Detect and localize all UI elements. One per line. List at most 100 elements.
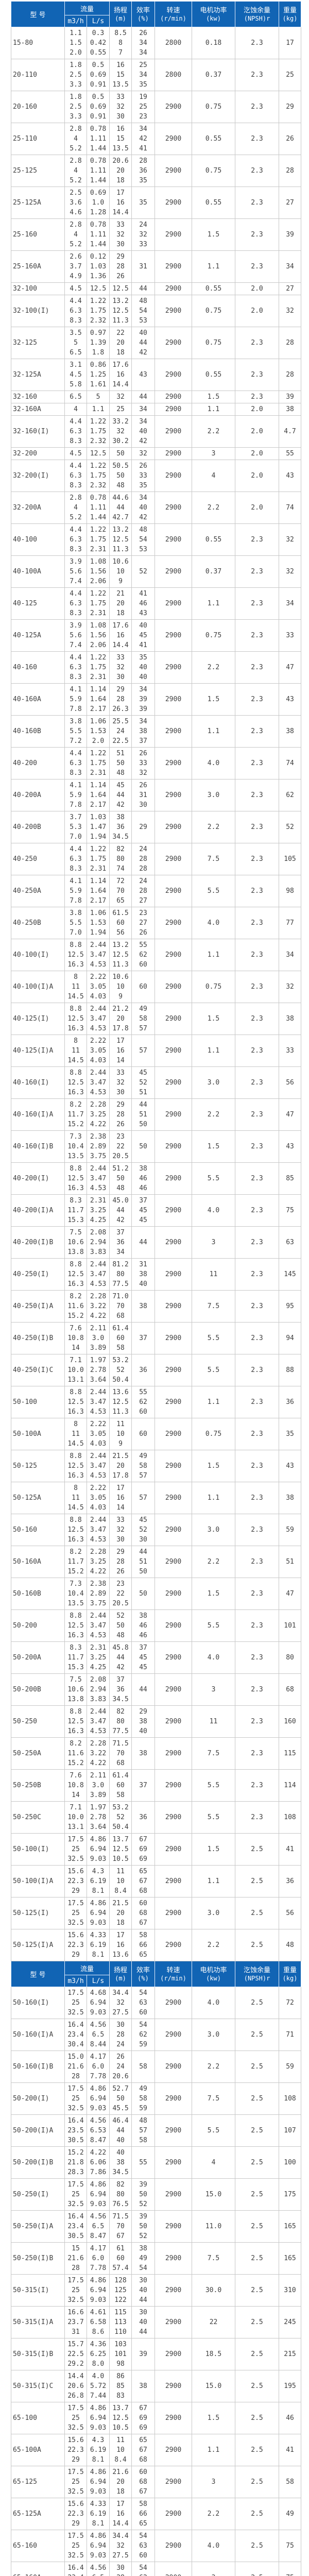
value-line: 57.4	[112, 2264, 129, 2272]
value-line: 48	[139, 2117, 147, 2125]
value-line: 3.89	[90, 1791, 107, 1799]
value-line: 33	[116, 221, 125, 229]
value-line: 20	[116, 1909, 125, 1917]
value-line: 5.8	[70, 381, 82, 388]
value-line	[132, 1822, 154, 1832]
cell-flow-m3h: 8.3 11.7 15.3	[64, 1194, 87, 1227]
value-line: 16	[116, 125, 125, 133]
value-line: 1.75	[90, 536, 107, 544]
cell-npsh: 2.3	[235, 327, 280, 359]
cell-model: 40-125(I)A	[11, 1035, 65, 1067]
cell-npsh: 2.5	[235, 2146, 280, 2179]
cell-speed: 2900	[154, 1354, 193, 1386]
cell-npsh: 2.5	[235, 2050, 280, 2083]
value-line: 86	[116, 2372, 125, 2380]
column-header-weight-label: 重量	[283, 1966, 297, 1974]
value-line: 13.7	[112, 2404, 129, 2412]
cell-power: 4.0	[192, 1194, 236, 1227]
value-line: 7.4	[70, 641, 82, 649]
value-line: 3.1	[70, 361, 82, 369]
value-line: 40	[139, 329, 147, 337]
value-line: 37	[116, 1229, 125, 1236]
cell-weight: 39	[279, 218, 302, 251]
value-line: 28	[139, 865, 147, 873]
cell-flow-ls: 4.86 6.94 9.03	[86, 2530, 110, 2562]
cell-power: 0.75	[192, 1418, 236, 1450]
cell-model: 32-125	[11, 327, 65, 359]
value-line: 4.22	[90, 1568, 107, 1575]
value-line: 17.6	[112, 622, 129, 630]
value-line: 6.5	[92, 2223, 105, 2230]
value-line: 16.3	[67, 1632, 84, 1639]
value-line: 32	[116, 103, 125, 111]
table-row: 50-200(I)B 15.2 21.8 28.3 4.22 6.06 7.86 40 3…	[11, 2146, 302, 2179]
value-line: 40	[116, 2149, 125, 2157]
value-line: 22.3	[67, 1941, 84, 1949]
value-line: 19	[139, 93, 147, 101]
column-header-speed-label: 转速	[166, 1966, 180, 1974]
cell-model: 40-125(I)	[11, 1003, 65, 1035]
value-line: 26	[116, 273, 125, 280]
cell-flow-m3h: 4.5	[64, 447, 87, 460]
cell-flow-ls: 1.14 1.64 2.17	[86, 779, 110, 811]
column-header-flow-ls: L/s	[86, 1975, 110, 1987]
cell-head: 72 70 65	[109, 875, 132, 907]
value-line: 58	[139, 1462, 147, 1470]
value-line: 32	[116, 231, 125, 239]
value-line: 37	[139, 737, 147, 745]
cell-head: 33.2 32 30.2	[109, 415, 132, 448]
cell-flow-ls: 1.22 1.75 2.31	[86, 651, 110, 684]
cell-model: 20-160	[11, 91, 65, 123]
value-line: 8.1	[92, 2520, 105, 2528]
value-line: 3.9	[70, 622, 82, 630]
value-line: 16.4	[67, 2564, 84, 2572]
cell-speed: 2900	[154, 1578, 193, 1610]
cell-flow-m3h: 17.5 25 32.5	[64, 2466, 87, 2498]
cell-efficiency: 26 33 35	[131, 460, 156, 492]
value-line: 33	[116, 93, 125, 101]
value-line: 34	[139, 49, 147, 57]
cell-model: 40-200A	[11, 779, 65, 811]
cell-head: 82 80 76.5	[109, 2178, 132, 2211]
cell-flow-ls: 4.36 6.25 8.0	[86, 2338, 110, 2370]
cell-flow-m3h: 16.423.430.4	[64, 2562, 87, 2576]
cell-model: 50-125	[11, 1450, 65, 1482]
cell-flow-ls: 1.97 2.78 3.64	[86, 1801, 110, 1834]
value-line: 4	[74, 405, 78, 413]
value-line: 45.5	[112, 2105, 129, 2112]
value-line: 3.0	[92, 1782, 105, 1789]
cell-npsh: 2.5	[235, 2562, 280, 2576]
value-line: 10	[116, 1430, 125, 1438]
value-line	[132, 1132, 154, 1142]
cell-flow-ls: 1.08 1.56 2.06	[86, 619, 110, 652]
value-line: 60	[139, 961, 147, 969]
value-line: 6.94	[90, 1845, 107, 1853]
cell-flow-ls: 2.44 3.47 4.53	[86, 1066, 110, 1099]
value-line: 6.3	[70, 428, 82, 435]
value-line: 2.89	[90, 1590, 107, 1598]
cell-model: 40-250	[11, 843, 65, 875]
value-line: 4.4	[70, 462, 82, 470]
cell-flow-ls: 0.78 1.11 1.44	[86, 123, 110, 155]
column-header-flow: 流量	[64, 1961, 110, 1975]
column-header-flow-ls: L/s	[86, 15, 110, 27]
cell-head: 29 28 26	[109, 250, 132, 283]
cell-flow-m3h: 17.5 25 32.5	[64, 1833, 87, 1866]
value-line: 10	[116, 568, 125, 575]
value-line: 65	[139, 2436, 147, 2444]
cell-flow-ls: 0.86 1.25 1.61	[86, 359, 110, 391]
value-line: 67	[139, 1919, 147, 1927]
cell-flow-ls: 4.22 6.06 7.86	[86, 2146, 110, 2179]
value-line: 6.19	[90, 1877, 107, 1885]
cell-head: 46.4 44 40	[109, 2114, 132, 2147]
value-line: 22.5	[112, 737, 129, 745]
cell-efficiency: 38	[131, 2370, 156, 2402]
cell-flow-m3h: 7.5 10.6 13.8	[64, 1226, 87, 1259]
value-line: 21.2	[112, 1005, 129, 1013]
value-line: 9.03	[90, 2296, 107, 2304]
value-line: 54	[139, 2021, 147, 2029]
value-line: 49	[139, 2085, 147, 2093]
cell-efficiency: 36	[131, 1354, 156, 1386]
value-line: 2.32	[90, 482, 107, 489]
value-line	[132, 2391, 154, 2401]
